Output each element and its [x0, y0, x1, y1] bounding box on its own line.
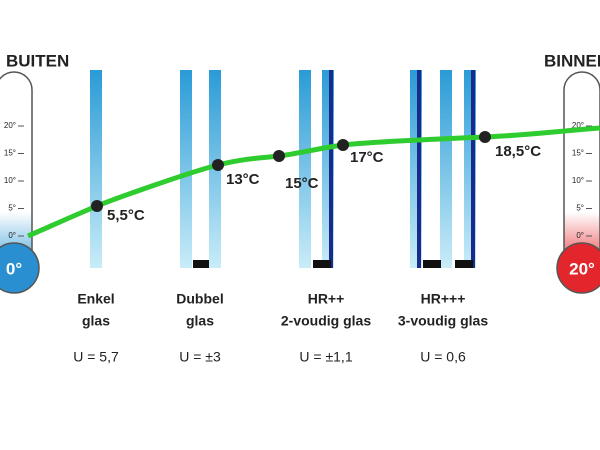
coating: [417, 70, 421, 268]
temperature-point: [479, 131, 491, 143]
glass-pane: [440, 70, 452, 268]
coating: [329, 70, 333, 268]
scale-label: 15°: [572, 149, 584, 158]
glazing-name: HR++: [308, 291, 345, 307]
spacer: [423, 260, 441, 268]
bulb-label: 0°: [6, 259, 22, 278]
scale-label: 5°: [8, 204, 16, 213]
temperature-label: 15°C: [285, 175, 319, 192]
scale-label: 15°: [4, 149, 16, 158]
glass-pane: [180, 70, 192, 268]
glazing-name: glas: [186, 313, 214, 329]
temperature-point: [337, 139, 349, 151]
scale-label: 20°: [4, 121, 16, 130]
scale-label: 10°: [4, 176, 16, 185]
scale-label: 10°: [572, 176, 584, 185]
spacer: [455, 260, 473, 268]
glass-pane: [299, 70, 311, 268]
temperature-point: [273, 150, 285, 162]
u-value: U = 5,7: [73, 349, 119, 365]
side-label: BUITEN: [6, 51, 69, 70]
u-value: U = ±1,1: [299, 349, 352, 365]
scale-label: 5°: [576, 204, 584, 213]
u-value: U = ±3: [179, 349, 221, 365]
bulb-label: 20°: [569, 259, 595, 278]
content: 0° 5° 10° 15° 20° 0° 0° 5° 10° 15° 20° 20° BUITEN BIN…: [0, 51, 600, 365]
temperature-label: 17°C: [350, 149, 384, 166]
coating: [471, 70, 475, 268]
temperature-point: [212, 159, 224, 171]
thermometer-bulb: [556, 242, 600, 294]
scale-label: 0°: [576, 231, 584, 240]
glazing-name: Enkel: [77, 291, 114, 307]
spacer: [313, 260, 331, 268]
glazing-name: 3-voudig glas: [398, 313, 488, 329]
temperature-label: 18,5°C: [495, 143, 541, 160]
side-label: BINNEN: [544, 51, 600, 70]
scale-label: 20°: [572, 121, 584, 130]
glazing-name: Dubbel: [176, 291, 223, 307]
temperature-label: 13°C: [226, 171, 260, 188]
scale-label: 0°: [8, 231, 16, 240]
thermometer-tube: [0, 71, 33, 273]
thermometer-bulb: [0, 242, 40, 294]
temperature-label: 5,5°C: [107, 207, 145, 224]
glazing-name: glas: [82, 313, 110, 329]
thermometer-tube: [563, 71, 600, 273]
temperature-point: [91, 200, 103, 212]
spacer: [193, 260, 209, 268]
glazing-name: HR+++: [421, 291, 466, 307]
glazing-name: 2-voudig glas: [281, 313, 371, 329]
glass-pane: [90, 70, 102, 268]
u-value: U = 0,6: [420, 349, 466, 365]
